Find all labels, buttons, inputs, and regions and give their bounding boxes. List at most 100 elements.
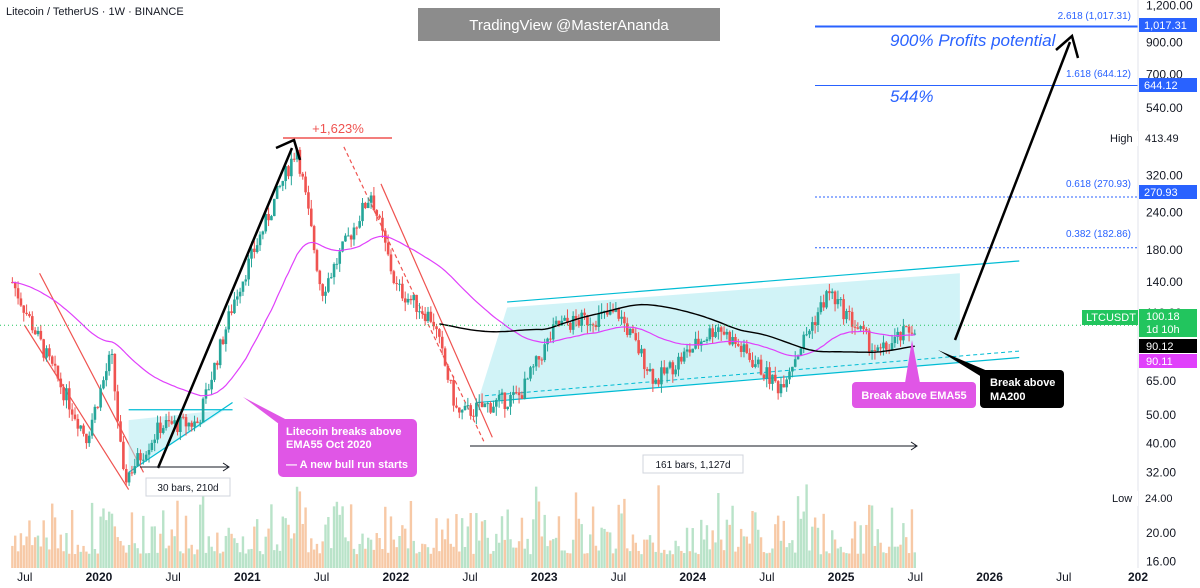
volume-bar bbox=[839, 546, 842, 568]
volume-bar bbox=[552, 539, 555, 568]
candle-body bbox=[221, 339, 225, 345]
volume-bar bbox=[865, 524, 868, 568]
candle-body bbox=[398, 283, 401, 285]
candle-body bbox=[637, 340, 640, 354]
volume-bar bbox=[668, 550, 672, 568]
candle-body bbox=[196, 421, 199, 424]
volume-bar bbox=[88, 553, 91, 568]
volume-bar bbox=[144, 553, 148, 568]
candle-body bbox=[566, 317, 569, 323]
candle-body bbox=[39, 330, 43, 340]
candle-body bbox=[176, 420, 179, 433]
candle-body bbox=[682, 351, 686, 362]
candle-body bbox=[620, 316, 623, 319]
candle-body bbox=[295, 149, 299, 160]
volume-bar bbox=[395, 547, 398, 568]
candle-body bbox=[452, 379, 455, 406]
volume-bar bbox=[905, 537, 908, 568]
volume-bar bbox=[116, 537, 119, 568]
candle-body bbox=[540, 359, 544, 361]
candle-body bbox=[694, 338, 697, 349]
volume-bar bbox=[184, 515, 188, 568]
volume-bar bbox=[657, 485, 660, 568]
volume-bar bbox=[717, 493, 720, 568]
candle-body bbox=[187, 422, 191, 427]
volume-bar bbox=[125, 552, 128, 568]
volume-bar bbox=[623, 498, 626, 568]
candle-body bbox=[244, 279, 248, 282]
time-label: 2024 bbox=[679, 570, 706, 584]
candle-body bbox=[662, 367, 666, 374]
volume-bar bbox=[349, 504, 353, 568]
volume-bar bbox=[11, 545, 14, 568]
candle-body bbox=[554, 320, 558, 325]
candle-body bbox=[546, 338, 549, 345]
candle-body bbox=[164, 420, 168, 429]
candle-body bbox=[161, 428, 165, 433]
volume-bar bbox=[224, 535, 228, 568]
volume-bar bbox=[233, 538, 236, 568]
candle-body bbox=[133, 466, 137, 474]
ema55-line bbox=[12, 235, 915, 397]
volume-bar bbox=[173, 536, 176, 568]
candle-body bbox=[520, 395, 524, 399]
candle-body bbox=[782, 384, 786, 388]
volume-bar bbox=[39, 546, 43, 568]
volume-bar bbox=[700, 519, 703, 568]
candle-body bbox=[893, 336, 897, 344]
candle-body bbox=[253, 248, 256, 252]
svg-text:LTCUSDT: LTCUSDT bbox=[1086, 312, 1136, 324]
candle-body bbox=[321, 284, 324, 296]
price-tick: 32.00 bbox=[1146, 465, 1176, 479]
candle-body bbox=[497, 394, 501, 400]
volume-bar bbox=[335, 501, 339, 568]
candle-body bbox=[119, 421, 122, 442]
candle-body bbox=[799, 348, 803, 356]
volume-bar bbox=[563, 550, 566, 568]
candle-body bbox=[423, 313, 427, 321]
channel-line-2025-lower bbox=[477, 356, 1020, 404]
candle-body bbox=[571, 315, 575, 330]
volume-bar bbox=[281, 516, 285, 568]
volume-bar bbox=[51, 503, 54, 568]
candle-body bbox=[235, 296, 239, 300]
candle-body bbox=[680, 356, 683, 362]
candle-body bbox=[150, 442, 154, 450]
candle-body bbox=[486, 403, 490, 405]
candle-body bbox=[435, 326, 438, 330]
candle-body bbox=[93, 406, 97, 420]
candle-body bbox=[213, 362, 216, 380]
volume-bar bbox=[275, 544, 279, 568]
price-tick: 320.00 bbox=[1146, 169, 1183, 183]
volume-bar bbox=[247, 549, 250, 568]
candle-body bbox=[361, 202, 364, 222]
channel-line-2025-upper bbox=[507, 260, 1020, 303]
time-label: 2026 bbox=[976, 570, 1003, 584]
volume-bar bbox=[90, 502, 94, 568]
candle-body bbox=[631, 328, 635, 334]
time-axis[interactable] bbox=[0, 568, 1200, 588]
volume-bar bbox=[768, 552, 771, 568]
candle-body bbox=[779, 384, 783, 394]
candle-body bbox=[241, 281, 245, 292]
price-tick: 1,200.00 bbox=[1146, 0, 1193, 12]
pill-fib-1618: 644.12 bbox=[1139, 78, 1197, 92]
volume-bar bbox=[819, 554, 823, 568]
volume-bar bbox=[791, 540, 794, 568]
candle-body bbox=[825, 291, 828, 308]
volume-bar bbox=[534, 486, 538, 568]
watermark-text: TradingView @MasterAnanda bbox=[469, 17, 669, 34]
volume-bar bbox=[517, 541, 521, 568]
volume-bar bbox=[554, 537, 558, 568]
candle-body bbox=[813, 322, 817, 325]
volume-bar bbox=[512, 547, 515, 568]
price-axis[interactable] bbox=[1138, 0, 1200, 570]
fib-1618-label: 1.618 (644.12) bbox=[1066, 69, 1131, 80]
volume-bar bbox=[321, 541, 324, 568]
volume-bar bbox=[255, 519, 259, 568]
candle-body bbox=[156, 422, 159, 440]
candle-body bbox=[284, 166, 287, 182]
candle-body bbox=[389, 254, 393, 272]
volume-bar bbox=[731, 505, 734, 568]
